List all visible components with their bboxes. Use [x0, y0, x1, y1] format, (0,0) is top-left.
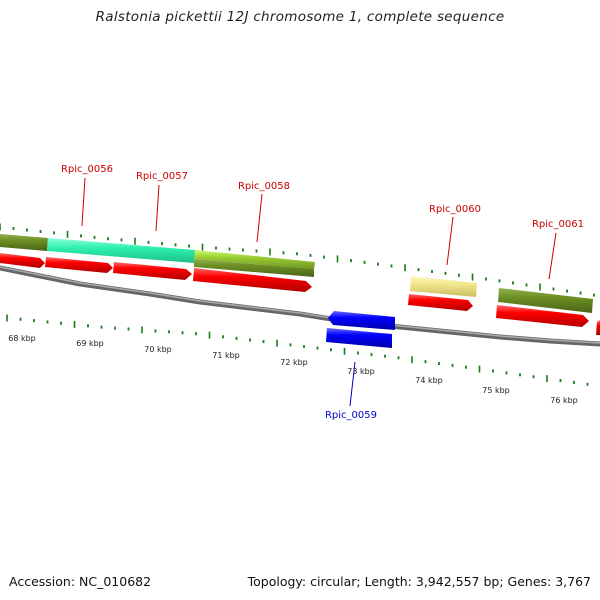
map-title: Ralstonia pickettii 12J chromosome 1, co…: [95, 9, 505, 25]
backbone: [0, 265, 600, 347]
feature-bar-khaki[interactable]: [410, 276, 477, 297]
scale-label: 71 kbp: [212, 351, 240, 360]
outer-tick-marks: [0, 223, 595, 297]
feature-bar-olive-mid[interactable]: [194, 259, 314, 277]
gene-arrow-forward[interactable]: [0, 253, 45, 268]
scale-label: 73 kbp: [347, 367, 375, 376]
gene-label[interactable]: Rpic_0061: [532, 219, 584, 230]
gene-label[interactable]: Rpic_0057: [136, 171, 188, 182]
gene-arrow-reverse[interactable]: [328, 311, 395, 330]
gene-label[interactable]: Rpic_0058: [238, 181, 290, 192]
gene-label[interactable]: Rpic_0060: [429, 204, 481, 215]
topology-text: Topology: circular; Length: 3,942,557 bp…: [247, 574, 591, 589]
feature-bar-olive-left[interactable]: [0, 234, 48, 251]
feature-bar-aqua[interactable]: [47, 238, 195, 263]
label-leader: [155, 184, 160, 232]
gene-arrow-forward[interactable]: [193, 268, 312, 292]
scale-label: 76 kbp: [550, 396, 578, 405]
gene-label[interactable]: Rpic_0059: [325, 410, 377, 421]
feature-bar-lime[interactable]: [194, 250, 315, 269]
gene-label[interactable]: Rpic_0056: [61, 164, 113, 175]
scale-label: 74 kbp: [415, 376, 443, 385]
accession-text: Accession: NC_010682: [9, 574, 152, 589]
gene-arrow-forward[interactable]: [113, 262, 192, 280]
scale-label: 72 kbp: [280, 358, 308, 367]
backbone-highlight: [0, 266, 600, 344]
label-leader: [349, 361, 356, 407]
scale-label: 68 kbp: [8, 334, 36, 343]
gene-arrow-forward[interactable]: [496, 305, 589, 327]
gene-arrow-forward[interactable]: [408, 294, 473, 311]
inner-tick-marks: [6, 314, 589, 386]
gene-arrow-forward[interactable]: [45, 257, 113, 273]
scale-label: 75 kbp: [482, 386, 510, 395]
gene-arrow-forward[interactable]: [596, 320, 600, 335]
label-leader: [446, 216, 454, 266]
label-leader: [548, 232, 557, 280]
scale-label: 70 kbp: [144, 345, 172, 354]
scale-label: 69 kbp: [76, 339, 104, 348]
feature-bar-olive-right[interactable]: [498, 288, 593, 313]
label-leader: [256, 193, 263, 243]
gene-arrow-reverse[interactable]: [326, 328, 392, 348]
label-leader: [81, 177, 86, 227]
